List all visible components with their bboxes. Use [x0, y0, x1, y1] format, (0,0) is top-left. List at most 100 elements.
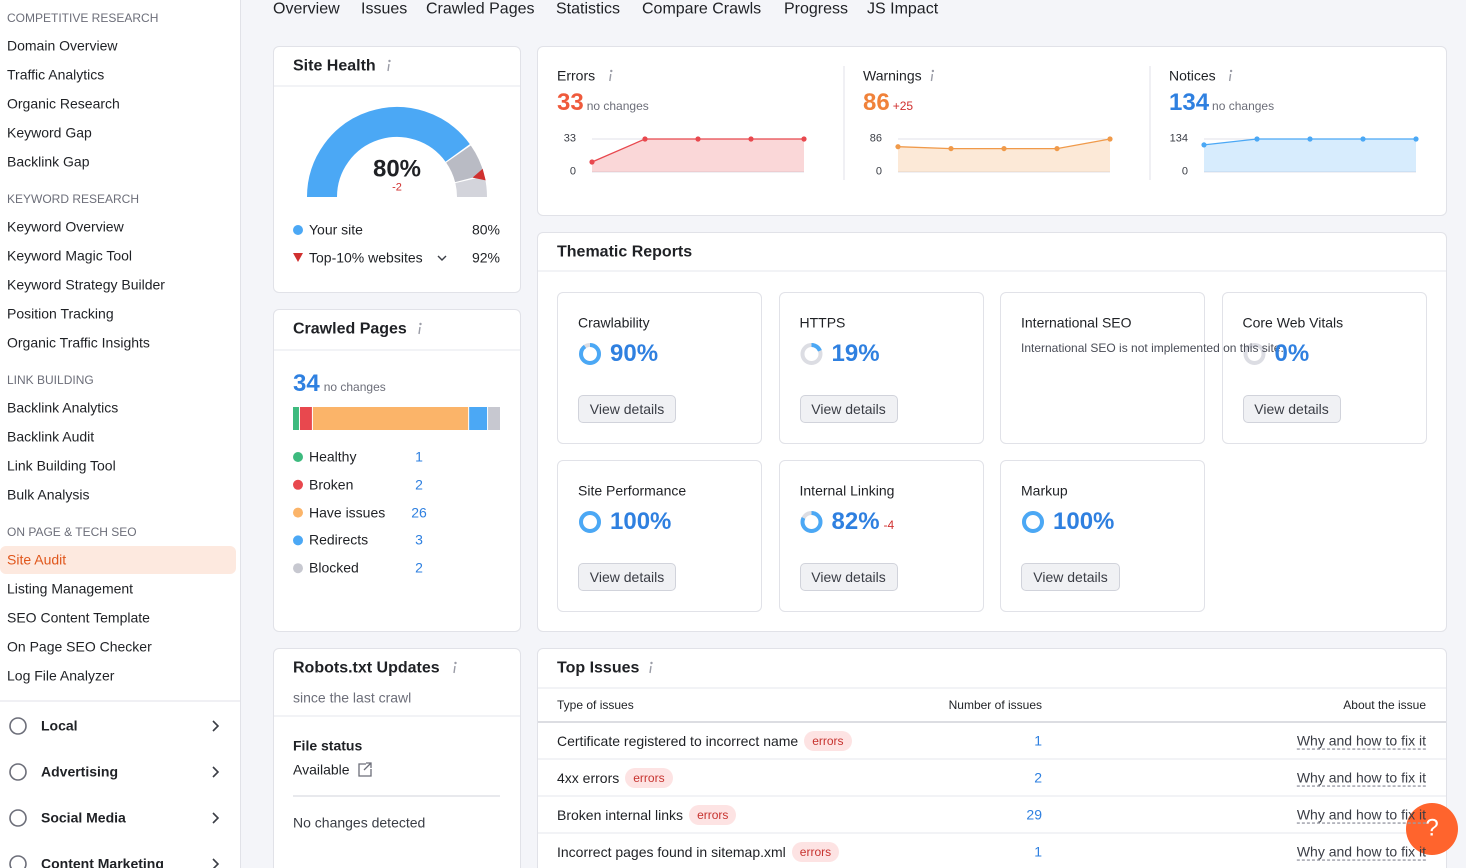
issue-name[interactable]: Certificate registered to incorrect name	[557, 733, 799, 749]
crawled-total: 34 no changes	[293, 370, 386, 398]
view-details-button[interactable]: View details	[1242, 395, 1341, 423]
legend-value[interactable]: 3	[415, 531, 423, 548]
legend-dot	[293, 452, 303, 462]
nav-item[interactable]: Link Building Tool	[7, 457, 116, 474]
report-note: International SEO is not implemented on …	[1021, 341, 1284, 355]
card-title: Top Issues	[557, 659, 640, 677]
view-details-button[interactable]: View details	[578, 563, 676, 591]
issue-name[interactable]: 4xx errors	[557, 770, 620, 786]
sparkline-point	[801, 136, 807, 142]
view-details-button[interactable]: View details	[799, 395, 898, 423]
legend-value[interactable]: 1	[415, 448, 423, 465]
tab[interactable]: Issues	[361, 0, 408, 18]
nav-item[interactable]: Backlink Gap	[7, 153, 90, 170]
issue-name[interactable]: Incorrect pages found in sitemap.xml	[557, 844, 786, 860]
status-value: Available	[293, 761, 350, 778]
gauge-value: 80%	[372, 155, 422, 183]
issue-name[interactable]: Broken internal links	[557, 807, 684, 823]
nav-group[interactable]: Local	[41, 717, 78, 734]
nav-item[interactable]: Keyword Magic Tool	[7, 247, 133, 264]
group-icon	[9, 763, 27, 781]
info-dot	[388, 59, 391, 63]
tab[interactable]: Progress	[784, 0, 849, 18]
legend-dot	[293, 507, 303, 518]
gauge-change: -2	[392, 181, 402, 194]
nav-item[interactable]: Keyword Overview	[7, 218, 124, 235]
fix-link[interactable]: Why and how to fix it	[1296, 843, 1426, 860]
nav-item[interactable]: Listing Management	[7, 580, 134, 597]
section-title: ON PAGE & TECH SEO	[7, 524, 137, 539]
legend-label: Healthy	[309, 448, 357, 465]
nav-item[interactable]: Position Tracking	[7, 305, 114, 322]
issue-tag: errors	[791, 842, 840, 862]
sparkline-point	[1054, 145, 1060, 152]
top-issues-card	[537, 648, 1447, 868]
card-title: Robots.txt Updates	[293, 659, 440, 677]
nav-group[interactable]: Content Marketing	[41, 855, 164, 868]
nav-item[interactable]: Domain Overview	[7, 37, 118, 54]
issue-count[interactable]: 29	[1026, 806, 1042, 823]
legend-value[interactable]: 2	[415, 476, 423, 493]
report-name: International SEO	[1021, 314, 1132, 331]
section-title: LINK BUILDING	[7, 372, 94, 387]
nav-item[interactable]: Keyword Strategy Builder	[7, 276, 165, 293]
y-tick-label: 86	[869, 132, 882, 145]
nav-item[interactable]: SEO Content Template	[7, 609, 150, 626]
report-percent: 82%	[831, 508, 880, 535]
fix-link[interactable]: Why and how to fix it	[1296, 732, 1426, 749]
dropdown	[437, 255, 447, 261]
report-name: Crawlability	[578, 314, 650, 331]
issue-tag: errors	[625, 768, 673, 788]
tab[interactable]: Compare Crawls	[642, 0, 762, 18]
info-stem	[387, 63, 390, 72]
issue-count[interactable]: 1	[1034, 732, 1042, 749]
issue-count[interactable]: 2	[1034, 769, 1042, 786]
view-details-button[interactable]: View details	[799, 563, 898, 591]
nav-item[interactable]: Traffic Analytics	[7, 66, 105, 83]
nav-item[interactable]: Bulk Analysis	[7, 486, 90, 503]
sparkline-point	[948, 145, 954, 152]
stacked-segment	[293, 407, 299, 430]
section-title: KEYWORD RESEARCH	[7, 191, 140, 206]
info-stem	[649, 665, 652, 674]
nav-item[interactable]: Site Audit	[7, 551, 67, 568]
fix-link[interactable]: Why and how to fix it	[1296, 806, 1426, 823]
nav-item[interactable]: On Page SEO Checker	[7, 638, 152, 655]
tab[interactable]: JS Impact	[867, 0, 939, 18]
legend-dot	[293, 535, 303, 546]
sparkline-point	[695, 136, 701, 142]
nav-item[interactable]: Keyword Gap	[7, 124, 92, 141]
nav-group[interactable]: Advertising	[41, 763, 119, 780]
nav-item[interactable]: Backlink Analytics	[7, 399, 119, 416]
view-details-button[interactable]: View details	[1021, 563, 1120, 591]
chevron	[212, 858, 220, 868]
card-title: Site Health	[293, 57, 376, 75]
legend-value[interactable]: 26	[411, 504, 427, 521]
nav-item[interactable]: Backlink Audit	[7, 428, 95, 445]
nav-item[interactable]: Organic Traffic Insights	[7, 334, 150, 351]
legend-value[interactable]: 2	[415, 559, 423, 576]
report-name: HTTPS	[799, 314, 846, 331]
tab[interactable]: Overview	[273, 0, 340, 18]
report-name: Site Performance	[578, 482, 687, 499]
nav-group[interactable]: Social Media	[41, 809, 126, 826]
view-details-button[interactable]: View details	[578, 395, 676, 423]
report-value: 90%	[610, 340, 658, 368]
tab[interactable]: Crawled Pages	[426, 0, 535, 18]
help-icon[interactable]: ?	[1425, 814, 1439, 842]
y-tick-label: 0	[875, 165, 882, 178]
sparkline-point	[642, 136, 648, 142]
nav-item[interactable]: Organic Research	[7, 95, 120, 112]
nav-item[interactable]: Log File Analyzer	[7, 667, 115, 684]
metric-name: Warnings	[863, 67, 922, 84]
gauge-fill	[307, 107, 470, 198]
tab[interactable]: Statistics	[556, 0, 621, 18]
issue-count[interactable]: 1	[1034, 843, 1042, 860]
fix-link[interactable]: Why and how to fix it	[1296, 769, 1426, 786]
section-title: COMPETITIVE RESEARCH	[7, 10, 159, 25]
gauge-gap	[445, 145, 485, 183]
sparkline-point	[1413, 136, 1419, 142]
sparkline-point	[1360, 136, 1366, 142]
external-icon	[358, 762, 372, 777]
y-tick-label: 0	[569, 165, 576, 178]
